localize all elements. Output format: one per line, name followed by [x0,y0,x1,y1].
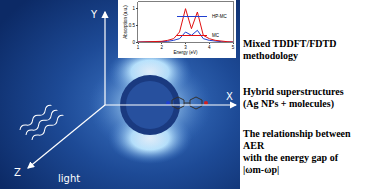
svg-text:Z: Z [14,167,21,178]
html-text:Mixed TDDFT/FDTD: Mixed TDDFT/FDTD [243,38,337,49]
svg-text:light: light [58,173,80,184]
svg-text:0: 0 [133,40,136,45]
html-text:The relationship between AER: The relationship between AER [243,128,351,151]
svg-text:2: 2 [160,45,163,50]
svg-text:4: 4 [208,45,211,50]
html-text:Hybrid superstructures: Hybrid superstructures [243,86,344,97]
svg-text:X: X [226,91,233,102]
svg-text:0.5: 0.5 [129,23,136,28]
svg-text:Absorption (a.u.): Absorption (a.u.) [123,5,128,39]
svg-text:MC: MC [212,33,220,38]
html-text:methodology: methodology [243,50,298,61]
html-text:(Ag NPs + molecules): (Ag NPs + molecules) [243,98,334,109]
html-text:|ωm-ωp|: |ωm-ωp| [243,164,280,175]
svg-text:1: 1 [133,6,136,11]
svg-text:1: 1 [137,45,140,50]
html-text:with the energy gap of: with the energy gap of [243,152,338,163]
svg-text:Energy (eV): Energy (eV) [173,50,198,55]
svg-text:5: 5 [232,45,235,50]
svg-text:Y: Y [90,9,98,20]
svg-text:HP-MC: HP-MC [212,14,227,19]
svg-text:3: 3 [184,45,187,50]
